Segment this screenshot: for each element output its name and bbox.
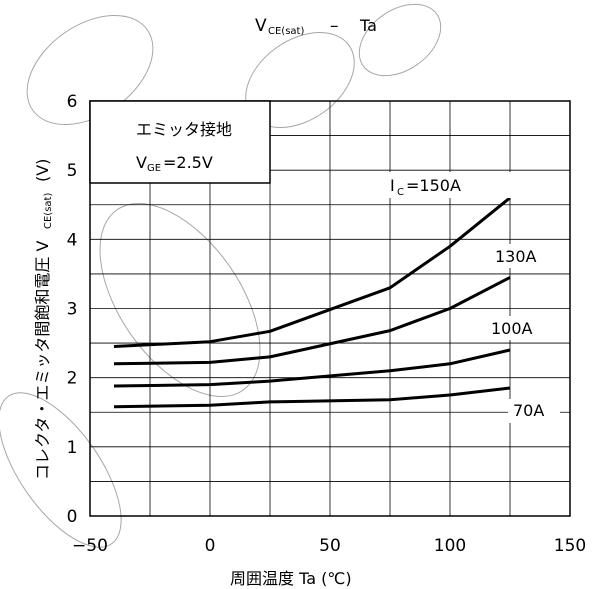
series-label-150-rest: =150A xyxy=(406,176,461,195)
y-tick-label: 4 xyxy=(67,230,78,250)
chart-title: V CE(sat) – Ta xyxy=(255,16,377,37)
y-tick-label: 3 xyxy=(67,300,78,320)
xlabel: 周囲温度 Ta (℃) xyxy=(230,569,352,588)
x-axis-label: 周囲温度 Ta (℃) xyxy=(230,569,352,588)
series-labels: I C =150A 130A 100A 70A xyxy=(384,172,560,423)
series-label-130: 130A xyxy=(495,247,537,266)
series-line-2 xyxy=(113,348,511,388)
legend-line2-main: V xyxy=(136,153,147,172)
series-lines xyxy=(113,196,511,409)
ylabel-main: コレクタ・エミッタ間飽和電圧 V xyxy=(33,241,52,480)
tick-labels: −50 0 50 100 150 0 1 2 3 4 5 6 xyxy=(67,92,587,556)
title-sep: – xyxy=(330,16,339,36)
y-tick-label: 6 xyxy=(67,92,78,112)
ylabel-sub: CE(sat) xyxy=(43,193,54,229)
series-line-3 xyxy=(113,386,511,409)
series-line-1 xyxy=(113,276,511,366)
title-sub: CE(sat) xyxy=(268,26,304,37)
x-tick-label: 50 xyxy=(319,536,341,556)
plot-frame xyxy=(89,100,571,517)
legend-box: エミッタ接地 V GE =2.5V xyxy=(89,100,271,184)
y-tick-label: 5 xyxy=(67,161,78,181)
x-tick-label: 0 xyxy=(205,536,216,556)
y-tick-label: 0 xyxy=(67,507,78,527)
series-label-150-main: I xyxy=(390,176,395,195)
series-label-bg-130 xyxy=(490,244,550,268)
y-axis-label: コレクタ・エミッタ間飽和電圧 V CE(sat) (V) xyxy=(33,159,54,480)
y-tick-label: 2 xyxy=(67,369,78,389)
legend-line1: エミッタ接地 xyxy=(136,120,232,139)
y-tick-label: 1 xyxy=(67,438,78,458)
legend-box-frame xyxy=(89,100,271,184)
x-tick-label: −50 xyxy=(72,536,108,556)
series-label-bg-70 xyxy=(508,399,560,423)
legend-line2-rest: =2.5V xyxy=(163,153,213,172)
title-right: Ta xyxy=(359,16,377,35)
series-label-70: 70A xyxy=(513,401,544,420)
series-label-bg-150 xyxy=(384,172,512,198)
x-tick-label: 150 xyxy=(554,536,586,556)
x-tick-label: 100 xyxy=(434,536,466,556)
plot-border xyxy=(89,100,571,517)
legend-line2-sub: GE xyxy=(147,163,161,174)
series-line-0 xyxy=(113,196,511,348)
title-main: V xyxy=(255,16,267,36)
series-label-100: 100A xyxy=(491,319,533,338)
series-label-bg-100 xyxy=(486,316,546,340)
series-label-150-sub: C xyxy=(397,187,404,198)
ylabel-unit: (V) xyxy=(33,159,52,182)
